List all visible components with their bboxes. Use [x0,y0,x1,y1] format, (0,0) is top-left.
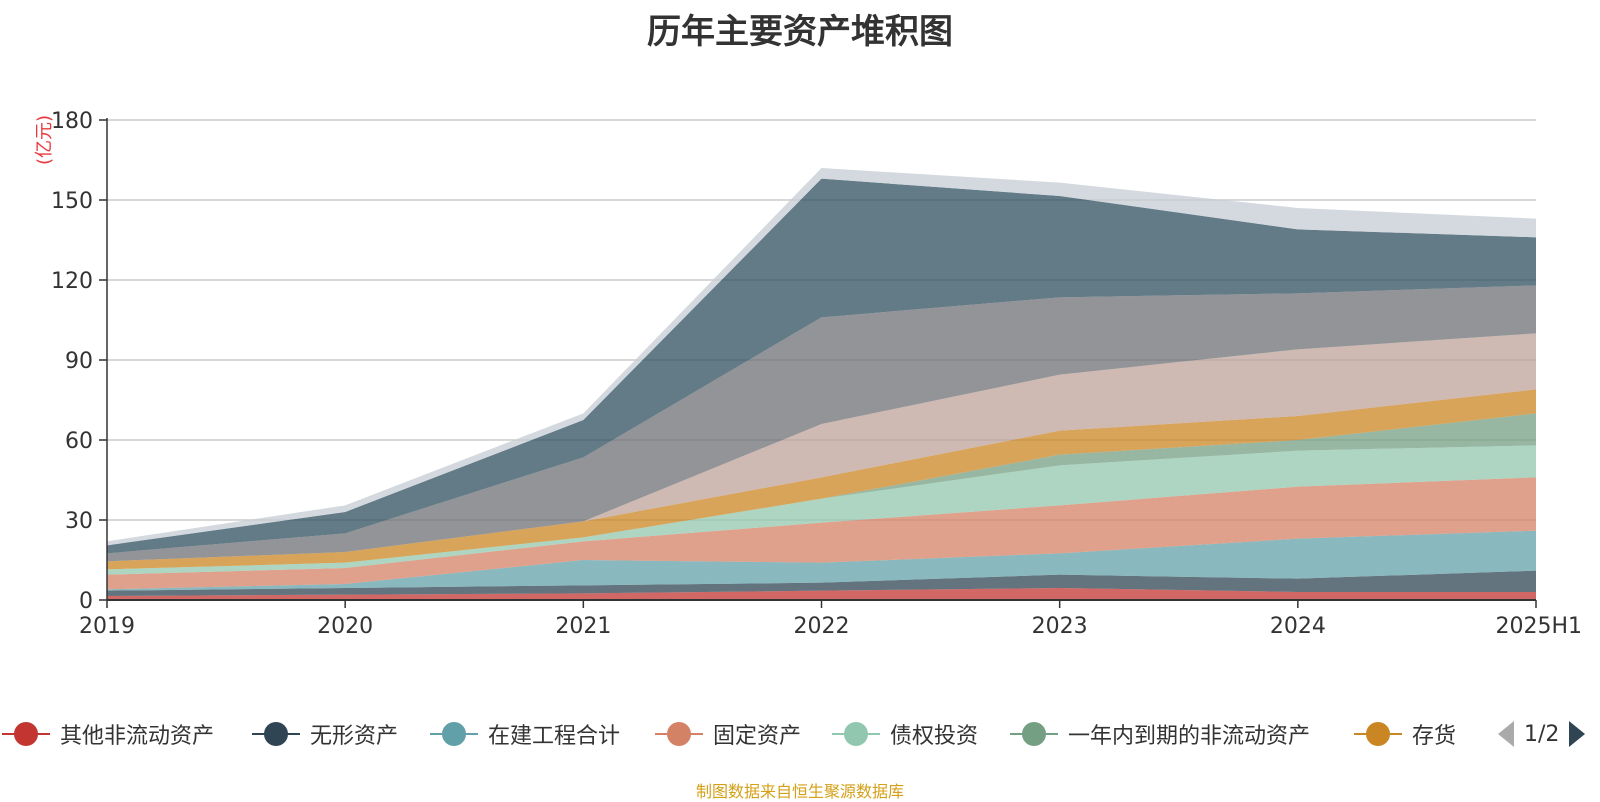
legend-page-indicator: 1/2 [1524,721,1560,747]
legend-label: 在建工程合计 [488,724,621,749]
y-axis-unit-label: (亿元) [34,115,55,165]
legend-marker-icon [655,722,703,746]
x-tick-label: 2019 [79,614,135,639]
y-tick-label: 60 [65,429,93,454]
area-series-3 [107,477,1536,590]
legend-label: 债权投资 [890,724,979,749]
area-series-9 [107,178,1536,554]
legend-marker-icon [1010,722,1058,746]
x-tick-label: 2021 [555,614,611,639]
chart-title: 历年主要资产堆积图 [647,12,953,52]
legend: 其他非流动资产 无形资产 在建工程合计 固定资产 债权投资 一年内到期的非流动资产 存货 1/… [0,712,1600,756]
y-tick-label: 0 [79,589,93,614]
legend-prev-page-icon[interactable] [1496,719,1516,749]
area-series-7 [107,333,1536,562]
area-series-2 [107,530,1536,591]
legend-marker-icon [252,722,300,746]
y-tick-label: 90 [65,349,93,374]
stacked-area-chart: 0 30 60 90 120 150 180 2019 2020 2021 2022 2023 2024… [34,109,1582,639]
legend-marker-icon [2,722,50,746]
y-tick-label: 150 [51,189,93,214]
legend-item[interactable]: 固定资产 [653,712,801,756]
legend-item[interactable]: 在建工程合计 [428,712,620,756]
legend-item[interactable]: 一年内到期的非流动资产 [1008,712,1310,756]
y-tick-label: 120 [51,269,93,294]
area-series-5 [107,413,1536,570]
x-tick-label: 2022 [794,614,850,639]
legend-next-page-icon[interactable] [1567,719,1587,749]
legend-item[interactable]: 存货 [1352,712,1456,756]
area-series [107,168,1536,600]
legend-pager: 1/2 [1496,712,1587,756]
legend-marker-icon [1354,722,1402,746]
source-note: 制图数据来自恒生聚源数据库 [695,782,904,801]
x-tick-label: 2023 [1032,614,1088,639]
legend-marker-icon [832,722,880,746]
x-tick-label: 2020 [317,614,373,639]
legend-label: 其他非流动资产 [60,724,215,749]
axes: 0 30 60 90 120 150 180 2019 2020 2021 2022 2023 2024… [51,109,1582,639]
area-series-4 [107,445,1536,575]
legend-label: 无形资产 [310,724,399,749]
x-tick-label: 2024 [1270,614,1326,639]
area-series-0 [107,588,1536,600]
y-tick-label: 180 [51,109,93,134]
legend-label: 固定资产 [713,724,802,749]
y-tick-label: 30 [65,509,93,534]
legend-label: 一年内到期的非流动资产 [1068,724,1311,749]
area-series-6 [107,389,1536,570]
legend-item[interactable]: 其他非流动资产 [0,712,214,756]
area-series-8 [107,285,1536,562]
x-tick-label: 2025H1 [1495,614,1582,639]
legend-label: 存货 [1412,724,1457,749]
legend-marker-icon [430,722,478,746]
legend-item[interactable]: 无形资产 [250,712,398,756]
legend-item[interactable]: 债权投资 [830,712,978,756]
area-series-1 [107,570,1536,596]
